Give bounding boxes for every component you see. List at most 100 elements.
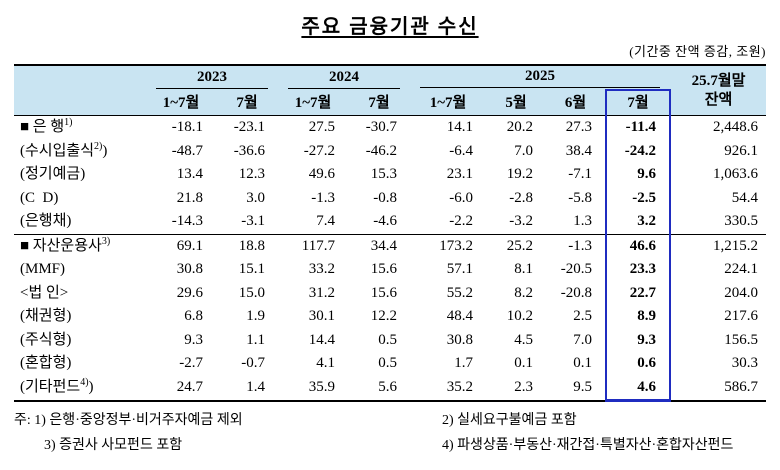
row-label: (기타펀드4))	[14, 375, 146, 402]
table-row: (MMF) 30.8 15.1 33.2 15.6 57.1 8.1 -20.5 23.3 224…	[14, 258, 766, 282]
balance-header-line1: 25.7월말	[691, 73, 746, 90]
subcol-header: 1~7월	[410, 90, 486, 116]
value-cell: -27.2	[303, 142, 335, 159]
value-cell: 7.0	[514, 142, 533, 159]
year-2024-header: 2024	[278, 65, 410, 90]
value-cell: -0.7	[241, 355, 265, 371]
value-cell: -1.3	[311, 189, 335, 206]
footnote-1: 주: 1) 은행·중앙정부·비거주자예금 제외	[14, 413, 243, 428]
value-cell: 30.8	[176, 261, 203, 277]
value-cell: -2.5	[605, 186, 671, 210]
value-cell: 33.2	[308, 261, 335, 277]
value-cell: -2.2	[449, 213, 473, 229]
value-cell: 4.1	[316, 355, 335, 371]
value-cell: -4.6	[373, 213, 397, 229]
table-row: <법 인> 29.6 15.0 31.2 15.6 55.2 8.2 -20.8 22.7 204…	[14, 281, 766, 305]
value-cell: 23.3	[605, 258, 671, 282]
balance-cell: 54.4	[731, 189, 758, 206]
year-2025-header: 2025	[410, 65, 670, 90]
balance-cell: 926.1	[724, 142, 758, 159]
value-cell: 57.1	[446, 261, 473, 277]
value-cell: -48.7	[171, 142, 203, 159]
value-cell: 55.2	[446, 284, 473, 301]
value-cell: 3.2	[605, 210, 671, 234]
value-cell: -2.7	[179, 355, 203, 371]
row-label: (MMF)	[20, 261, 66, 277]
value-cell: -14.3	[171, 213, 203, 229]
value-cell: 12.3	[238, 166, 265, 182]
value-cell: -30.7	[365, 119, 397, 135]
value-cell: -46.2	[365, 142, 397, 159]
row-label: (혼합형)	[20, 355, 72, 371]
year-header-row: 2023 2024 2025 25.7월말 잔액	[14, 65, 766, 116]
value-cell: -6.4	[449, 142, 473, 159]
value-cell: -1.3	[546, 233, 606, 258]
value-cell: 20.2	[506, 119, 533, 135]
row-label: (주식형)	[20, 331, 72, 348]
value-cell: 27.3	[565, 119, 592, 135]
value-cell: 35.9	[278, 375, 348, 402]
row-label: <법 인>	[20, 284, 69, 301]
table-row: (혼합형) -2.7 -0.7 4.1 0.5 1.7 0.1 0.1 0.6 30.3	[14, 352, 766, 376]
row-label: (채권형)	[20, 308, 72, 324]
value-cell: 8.2	[514, 284, 533, 301]
value-cell: -20.8	[560, 284, 592, 301]
balance-cell: 586.7	[670, 375, 766, 402]
row-label: ■ 은 행1)	[20, 117, 73, 136]
year-label: 2025	[420, 67, 660, 88]
balance-cell: 224.1	[724, 261, 758, 277]
page-title: 주요 금융기관 수신	[301, 16, 479, 38]
row-label: (은행채)	[20, 213, 72, 229]
value-cell: 27.5	[308, 119, 335, 135]
value-cell: 49.6	[308, 166, 335, 182]
value-cell: 22.7	[605, 281, 671, 305]
value-cell: 1.9	[246, 308, 265, 324]
value-cell: 0.1	[573, 355, 592, 371]
footnote-3: 3) 증권사 사모펀드 포함	[44, 438, 183, 453]
footnotes: 주: 1) 은행·중앙정부·비거주자예금 제외 2) 실세요구불예금 포함 3)…	[14, 409, 768, 454]
subcol-header: 5월	[486, 90, 546, 116]
value-cell: 1.1	[246, 331, 265, 348]
year-label: 2023	[156, 68, 268, 89]
value-cell: -7.1	[568, 166, 592, 182]
value-cell: 5.6	[348, 375, 410, 402]
value-cell: -24.2	[605, 139, 671, 163]
row-label: (수시입출식2))	[20, 140, 108, 159]
value-cell: 0.1	[514, 355, 533, 371]
value-cell: 2.5	[573, 308, 592, 324]
value-cell: 12.2	[370, 308, 397, 324]
value-cell: 29.6	[176, 284, 203, 301]
value-cell: 21.8	[176, 189, 203, 206]
value-cell: 8.1	[514, 261, 533, 277]
value-cell: 8.9	[605, 305, 671, 329]
value-cell: 18.8	[216, 233, 278, 258]
value-cell: 69.1	[146, 233, 216, 258]
value-cell: -5.8	[568, 189, 592, 206]
value-cell: 173.2	[410, 233, 486, 258]
footnote-2: 2) 실세요구불예금 포함	[442, 413, 577, 428]
value-cell: 3.0	[246, 189, 265, 206]
balance-header-line2: 잔액	[704, 92, 733, 108]
value-cell: 2.3	[486, 375, 546, 402]
value-cell: 31.2	[308, 284, 335, 301]
value-cell: 15.6	[370, 261, 397, 277]
table-row: (정기예금) 13.4 12.3 49.6 15.3 23.1 19.2 -7.1 9.6 1,0…	[14, 163, 766, 187]
value-cell: 48.4	[446, 308, 473, 324]
value-cell: -11.4	[605, 115, 671, 140]
table-row: ■ 자산운용사3) 69.1 18.8 117.7 34.4 173.2 25.2 -1.3 4…	[14, 233, 766, 258]
value-cell: 7.4	[316, 213, 335, 229]
footnote-4: 4) 파생상품·부동산·재간접·특별자산·혼합자산펀드	[442, 438, 734, 453]
value-cell: -2.8	[509, 189, 533, 206]
value-cell: 9.5	[546, 375, 606, 402]
value-cell: 1.3	[573, 213, 592, 229]
value-cell: 15.1	[238, 261, 265, 277]
value-cell: 1.7	[454, 355, 473, 371]
value-cell: 15.6	[370, 284, 397, 301]
deposits-table: 2023 2024 2025 25.7월말 잔액 1~7월 7월 1~7월 7월…	[14, 64, 766, 402]
row-label: ■ 자산운용사3)	[14, 233, 146, 258]
value-cell: 14.1	[446, 119, 473, 135]
balance-cell: 217.6	[724, 308, 758, 324]
value-cell: 15.3	[370, 166, 397, 182]
value-cell: 1.4	[216, 375, 278, 402]
value-cell: 6.8	[184, 308, 203, 324]
